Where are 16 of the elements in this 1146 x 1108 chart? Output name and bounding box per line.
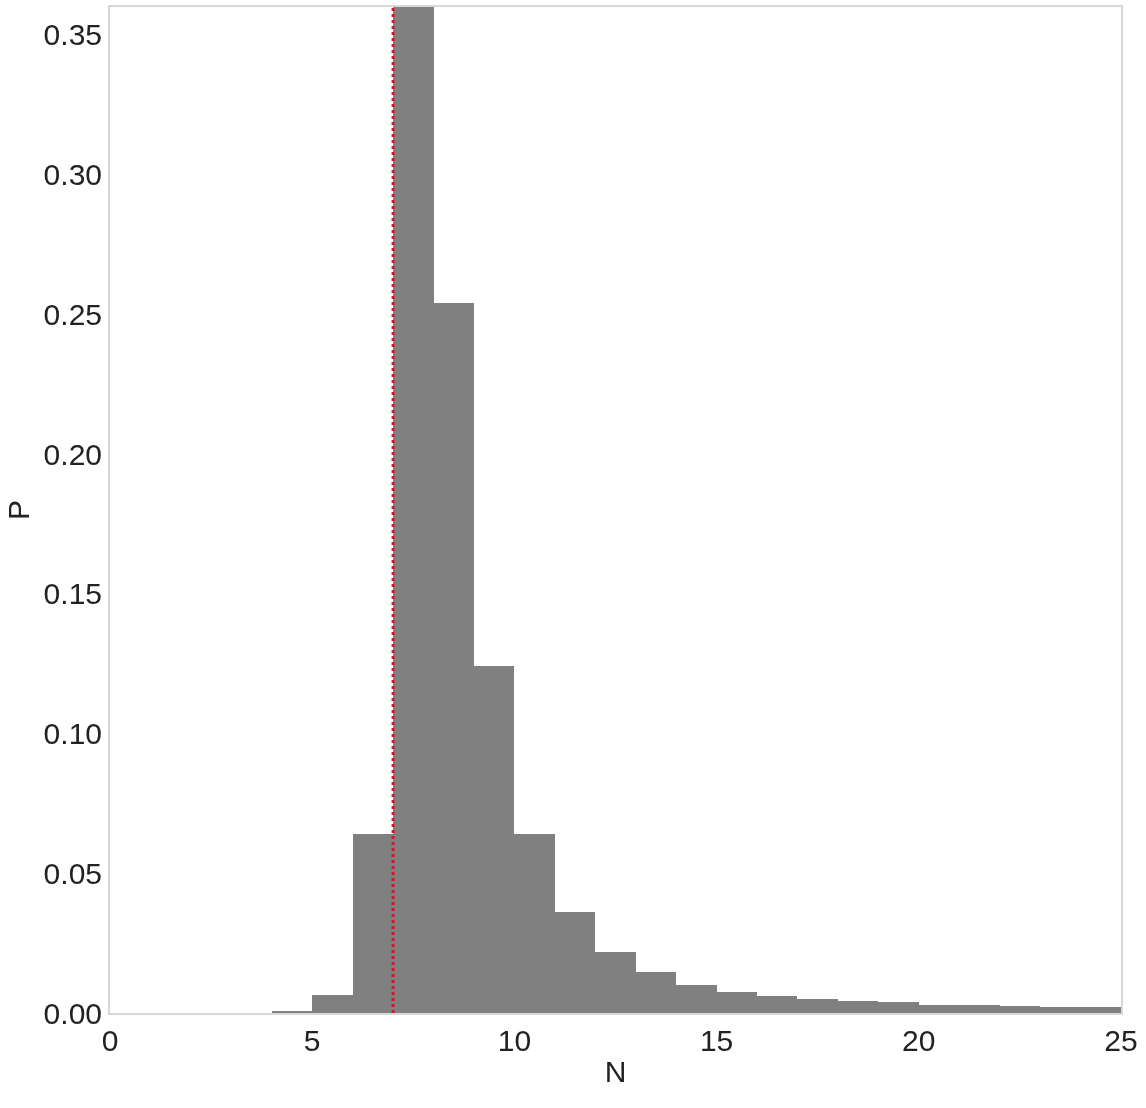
- y-tick-label: 0.20: [43, 437, 102, 471]
- y-tick-label: 0.25: [43, 297, 102, 331]
- y-tick-label: 0.30: [43, 158, 102, 192]
- y-tick-label: 0.10: [43, 717, 102, 751]
- y-tick-label: 0.05: [43, 856, 102, 890]
- x-tick-label: 20: [902, 1024, 936, 1057]
- x-tick-label: 25: [1104, 1024, 1138, 1057]
- x-axis-title: N: [604, 1055, 627, 1088]
- x-tick-label: 15: [699, 1024, 734, 1057]
- y-tick-label: 0.15: [43, 577, 102, 611]
- x-tick-label: 5: [303, 1024, 321, 1057]
- y-axis-title: P: [2, 499, 36, 521]
- y-tick-label: 0.35: [43, 18, 102, 52]
- y-tick-label: 0.00: [43, 996, 102, 1030]
- x-tick-label: 10: [497, 1024, 532, 1057]
- x-tick-label: 0: [101, 1024, 119, 1057]
